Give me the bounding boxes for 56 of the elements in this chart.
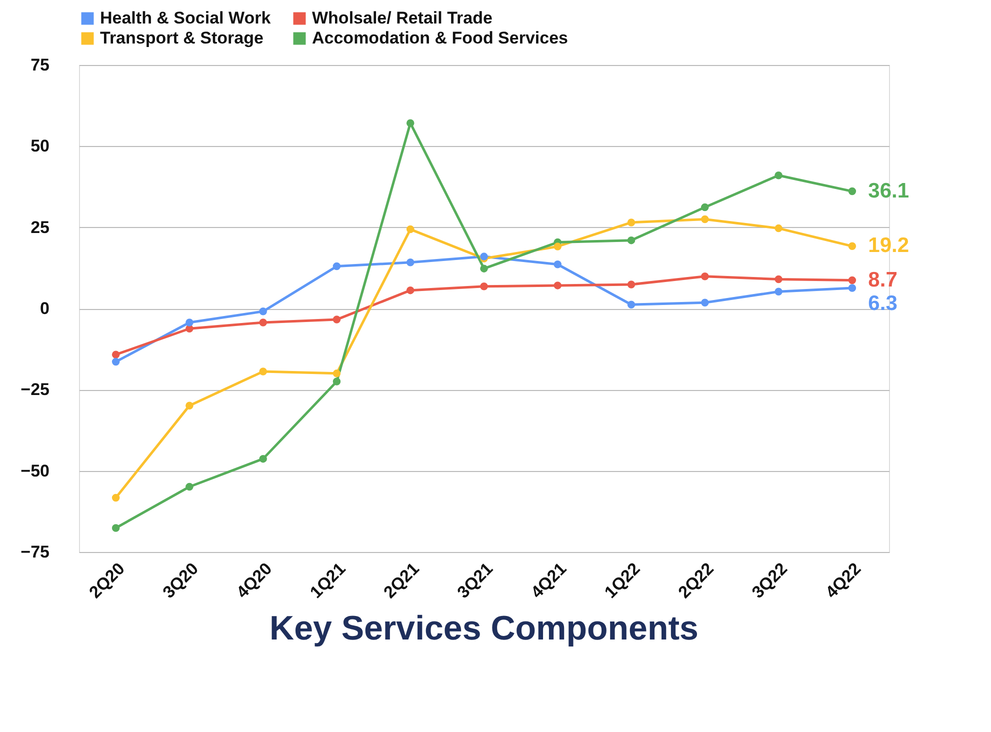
point: [774, 275, 782, 284]
point: [627, 218, 636, 226]
point: [627, 280, 636, 288]
point: [112, 494, 120, 502]
y-tick-label: 25: [30, 218, 50, 237]
point: [112, 358, 120, 366]
point: [774, 172, 782, 180]
point: [554, 242, 562, 250]
y-tick-label: 0: [40, 299, 50, 318]
point: [554, 260, 562, 268]
point: [406, 258, 414, 266]
point: [848, 187, 856, 196]
point: [406, 286, 414, 294]
point: [112, 350, 120, 358]
point: [701, 215, 709, 224]
point: [186, 318, 194, 326]
y-tick-label: −50: [20, 461, 50, 480]
point: [848, 284, 856, 292]
point: [554, 282, 562, 290]
point: [186, 482, 194, 491]
point: [774, 288, 782, 296]
point: [701, 298, 709, 307]
point: [259, 318, 267, 326]
point: [406, 225, 414, 234]
point: [701, 203, 709, 212]
point: [332, 370, 341, 378]
point: [774, 224, 782, 232]
data-label: 19.2: [868, 234, 910, 258]
y-tick-label: −75: [20, 542, 50, 562]
point: [332, 262, 341, 270]
point: [332, 378, 341, 386]
point: [332, 316, 341, 324]
point: [480, 264, 488, 272]
point: [259, 368, 267, 376]
y-tick-label: −25: [20, 380, 50, 400]
point: [186, 402, 194, 410]
legend-label: Wholsale/ Retail Trade: [312, 8, 492, 28]
point: [259, 308, 267, 316]
text: Key Services Components: [270, 610, 698, 648]
data-label: 36.1: [868, 179, 910, 202]
y-tick-label: 50: [30, 136, 50, 156]
point: [259, 454, 267, 463]
legend-label: Health & Social Work: [100, 8, 272, 28]
point: [627, 300, 636, 308]
point: [406, 119, 414, 127]
point: [480, 282, 488, 290]
data-label: 6.3: [868, 292, 898, 316]
point: [627, 236, 636, 244]
point: [848, 242, 856, 250]
data-label: 8.7: [868, 268, 898, 292]
legend-label: Transport & Storage: [100, 28, 264, 48]
y-tick-label: 75: [30, 56, 50, 74]
point: [701, 272, 709, 280]
point: [112, 524, 120, 532]
point: [848, 276, 856, 284]
legend-label: Accomodation & Food Services: [312, 28, 568, 48]
